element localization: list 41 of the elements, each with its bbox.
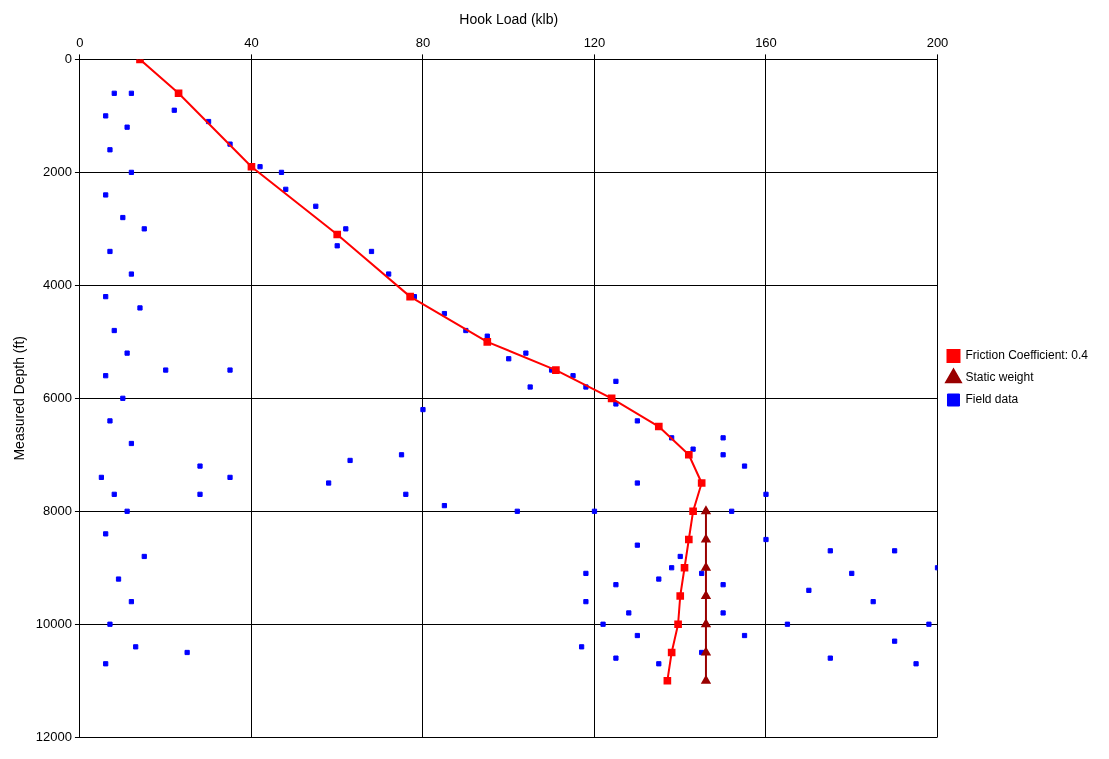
point bbox=[607, 394, 616, 403]
x-axis-title: Hook Load (klb) bbox=[459, 11, 559, 28]
legend-label: Friction Coefficient: 0.4 bbox=[965, 348, 1089, 363]
x-tick-label: 0 bbox=[76, 35, 84, 51]
point bbox=[701, 619, 711, 628]
x-tick-label: 40 bbox=[244, 35, 259, 51]
point bbox=[654, 422, 663, 431]
point bbox=[676, 592, 685, 600]
point bbox=[684, 450, 693, 459]
point bbox=[689, 507, 697, 516]
x-tick-label: 160 bbox=[755, 35, 777, 51]
point bbox=[483, 337, 492, 346]
point bbox=[701, 534, 711, 543]
point bbox=[247, 162, 256, 171]
x-tick-label: 80 bbox=[415, 35, 431, 51]
point bbox=[552, 366, 560, 374]
x-tick-label: 120 bbox=[583, 35, 606, 51]
y-tick-label: 6000 bbox=[43, 389, 72, 405]
point bbox=[701, 675, 711, 684]
point bbox=[663, 676, 672, 685]
point bbox=[701, 506, 711, 515]
point bbox=[680, 563, 689, 572]
y-tick-label: 8000 bbox=[43, 502, 72, 518]
point bbox=[701, 647, 711, 656]
y-tick-label: 2000 bbox=[43, 163, 72, 179]
point bbox=[684, 535, 693, 544]
x-tick-label: 200 bbox=[926, 35, 949, 51]
y-tick-label: 10000 bbox=[35, 615, 72, 631]
point bbox=[701, 562, 711, 571]
point bbox=[701, 590, 711, 599]
y-tick-label: 0 bbox=[64, 50, 72, 66]
legend-label: Field data bbox=[965, 392, 1019, 407]
y-tick-label: 4000 bbox=[43, 276, 72, 292]
point bbox=[674, 620, 682, 629]
y-axis-title: Measured Depth (ft) bbox=[11, 336, 28, 461]
point bbox=[333, 230, 342, 239]
y-tick-label: 12000 bbox=[35, 728, 72, 744]
point bbox=[697, 479, 706, 487]
point bbox=[406, 292, 414, 301]
legend-label: Static weight bbox=[965, 370, 1035, 385]
point bbox=[174, 89, 183, 98]
